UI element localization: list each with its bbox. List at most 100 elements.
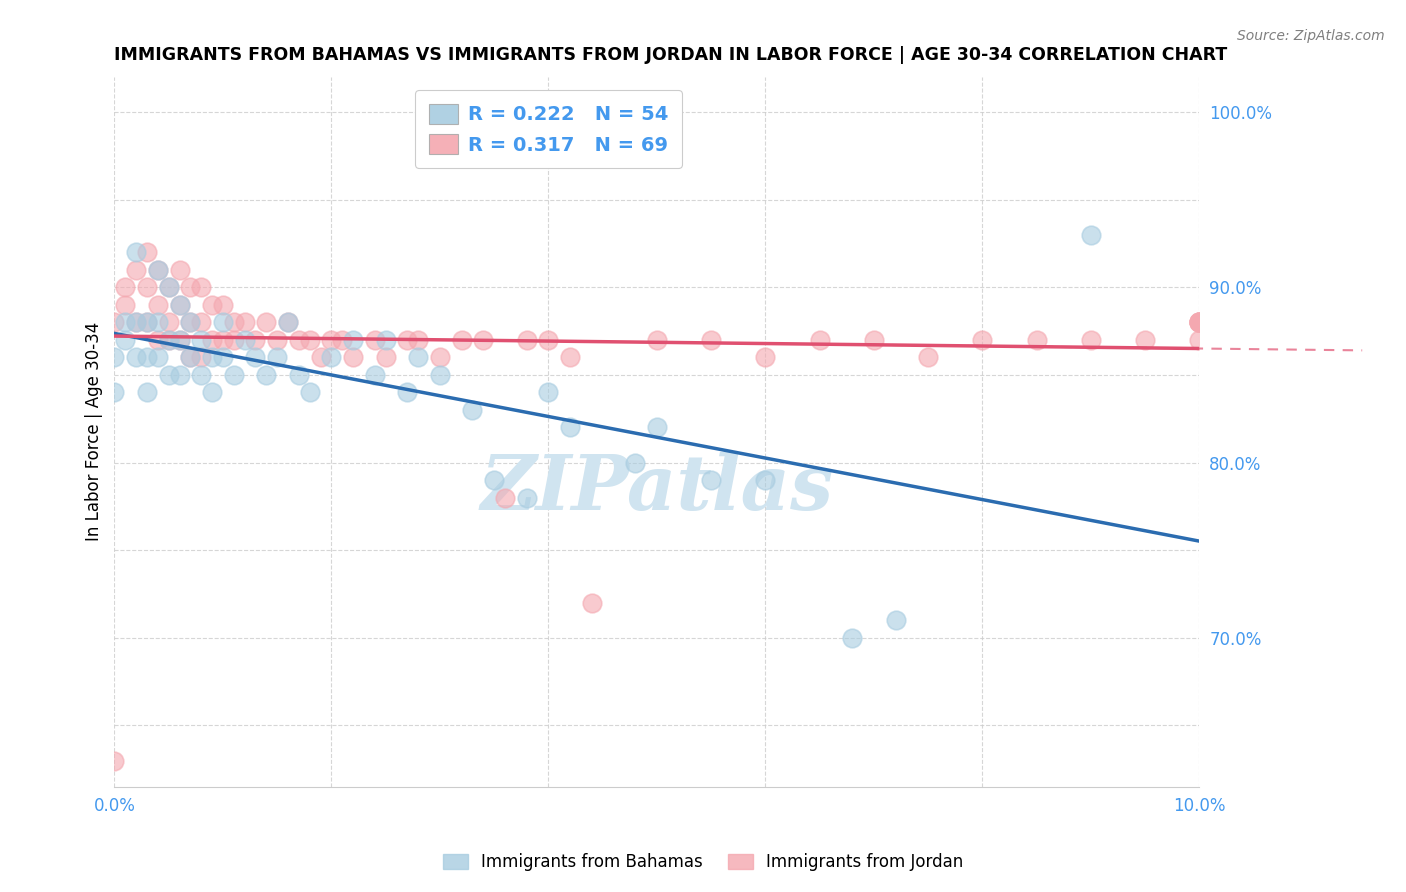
Point bbox=[1080, 227, 1102, 242]
Point bbox=[157, 315, 180, 329]
Point bbox=[254, 315, 277, 329]
Point bbox=[146, 351, 169, 365]
Point bbox=[136, 351, 159, 365]
Point bbox=[1188, 315, 1211, 329]
Point bbox=[277, 315, 299, 329]
Point bbox=[374, 351, 396, 365]
Point bbox=[884, 613, 907, 627]
Point bbox=[254, 368, 277, 382]
Point bbox=[222, 368, 245, 382]
Point bbox=[309, 351, 332, 365]
Point bbox=[179, 351, 201, 365]
Point bbox=[808, 333, 831, 347]
Point bbox=[482, 473, 505, 487]
Point bbox=[233, 315, 256, 329]
Point bbox=[700, 473, 723, 487]
Point bbox=[146, 262, 169, 277]
Point bbox=[374, 333, 396, 347]
Point bbox=[179, 315, 201, 329]
Point bbox=[201, 298, 224, 312]
Point bbox=[429, 368, 451, 382]
Point bbox=[169, 298, 191, 312]
Point bbox=[169, 298, 191, 312]
Point bbox=[179, 280, 201, 294]
Point bbox=[114, 280, 136, 294]
Point bbox=[222, 315, 245, 329]
Text: Source: ZipAtlas.com: Source: ZipAtlas.com bbox=[1237, 29, 1385, 43]
Point bbox=[190, 333, 212, 347]
Point bbox=[125, 245, 148, 260]
Point bbox=[245, 351, 267, 365]
Point bbox=[863, 333, 886, 347]
Point bbox=[645, 333, 668, 347]
Point bbox=[516, 333, 538, 347]
Point bbox=[114, 333, 136, 347]
Point bbox=[245, 333, 267, 347]
Point bbox=[136, 245, 159, 260]
Text: ZIPatlas: ZIPatlas bbox=[481, 451, 834, 525]
Point bbox=[103, 351, 125, 365]
Point bbox=[461, 403, 484, 417]
Point bbox=[157, 333, 180, 347]
Point bbox=[1188, 315, 1211, 329]
Point bbox=[1188, 315, 1211, 329]
Point bbox=[169, 368, 191, 382]
Point bbox=[125, 315, 148, 329]
Point bbox=[494, 491, 516, 505]
Point bbox=[516, 491, 538, 505]
Point bbox=[212, 315, 235, 329]
Point bbox=[201, 333, 224, 347]
Point bbox=[298, 385, 321, 400]
Point bbox=[406, 351, 429, 365]
Point bbox=[841, 631, 863, 645]
Point bbox=[103, 754, 125, 768]
Point bbox=[190, 368, 212, 382]
Point bbox=[114, 315, 136, 329]
Point bbox=[136, 280, 159, 294]
Point bbox=[136, 385, 159, 400]
Point bbox=[103, 385, 125, 400]
Point bbox=[1025, 333, 1047, 347]
Point bbox=[1080, 333, 1102, 347]
Point bbox=[125, 262, 148, 277]
Point bbox=[1188, 315, 1211, 329]
Legend: R = 0.222   N = 54, R = 0.317   N = 69: R = 0.222 N = 54, R = 0.317 N = 69 bbox=[415, 90, 682, 169]
Point bbox=[581, 596, 603, 610]
Point bbox=[266, 351, 288, 365]
Point bbox=[125, 315, 148, 329]
Point bbox=[169, 262, 191, 277]
Point bbox=[222, 333, 245, 347]
Point bbox=[1188, 315, 1211, 329]
Point bbox=[114, 298, 136, 312]
Point bbox=[330, 333, 353, 347]
Point bbox=[537, 385, 560, 400]
Point bbox=[157, 333, 180, 347]
Point bbox=[190, 315, 212, 329]
Point bbox=[146, 298, 169, 312]
Legend: Immigrants from Bahamas, Immigrants from Jordan: Immigrants from Bahamas, Immigrants from… bbox=[434, 845, 972, 880]
Point bbox=[342, 351, 364, 365]
Point bbox=[157, 280, 180, 294]
Point bbox=[700, 333, 723, 347]
Point bbox=[146, 315, 169, 329]
Point bbox=[364, 368, 387, 382]
Y-axis label: In Labor Force | Age 30-34: In Labor Force | Age 30-34 bbox=[86, 322, 103, 541]
Point bbox=[472, 333, 495, 347]
Point bbox=[298, 333, 321, 347]
Point bbox=[396, 333, 419, 347]
Point bbox=[917, 351, 939, 365]
Point bbox=[342, 333, 364, 347]
Point bbox=[1188, 333, 1211, 347]
Point bbox=[125, 351, 148, 365]
Point bbox=[146, 262, 169, 277]
Point bbox=[212, 351, 235, 365]
Point bbox=[212, 298, 235, 312]
Point bbox=[288, 333, 311, 347]
Point bbox=[103, 315, 125, 329]
Point bbox=[321, 333, 343, 347]
Point bbox=[212, 333, 235, 347]
Point bbox=[624, 456, 647, 470]
Point bbox=[429, 351, 451, 365]
Point bbox=[190, 351, 212, 365]
Point bbox=[288, 368, 311, 382]
